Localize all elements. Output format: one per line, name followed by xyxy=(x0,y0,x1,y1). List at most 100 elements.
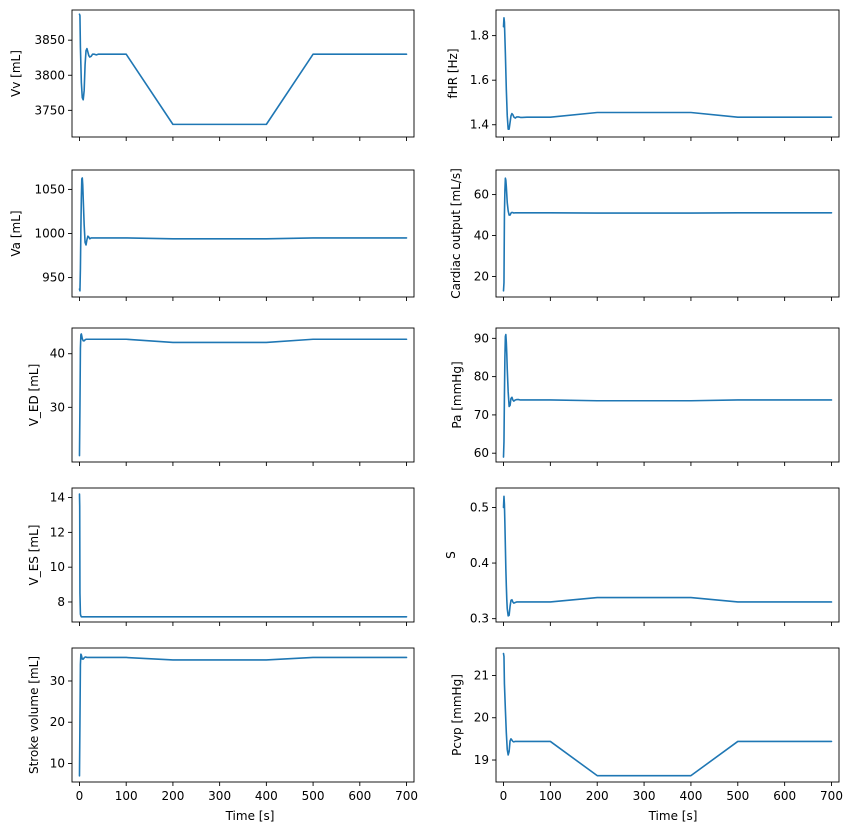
axes-frame xyxy=(71,327,415,463)
ticks: 1.4 1.6 1.8 xyxy=(470,29,832,141)
y-tick-label: 30 xyxy=(50,400,65,414)
y-tick-label: 60 xyxy=(474,446,489,460)
y-tick-label: 90 xyxy=(474,331,489,345)
axes-frame xyxy=(495,487,840,623)
y-tick-label: 20 xyxy=(50,715,65,729)
y-axis-label: Pa [mmHg] xyxy=(450,361,464,428)
x-tick-label: 300 xyxy=(208,789,231,803)
series-line xyxy=(78,13,408,126)
x-axis-label: Time [s] xyxy=(648,809,698,823)
ticks: 0 100 200 300 400 500 600 700 10 20 30 xyxy=(50,674,418,803)
y-axis-label: Stroke volume [mL] xyxy=(27,656,41,774)
y-tick-label: 80 xyxy=(474,370,489,384)
y-axis-label: Cardiac output [mL/s] xyxy=(449,168,463,299)
series-line xyxy=(78,653,408,777)
y-tick-label: 3850 xyxy=(34,33,65,47)
ticks: 60 70 80 90 xyxy=(474,331,832,466)
y-tick-label: 60 xyxy=(474,188,489,202)
y-tick-label: 30 xyxy=(50,674,65,688)
x-tick-label: 100 xyxy=(115,789,138,803)
y-tick-label: 1.8 xyxy=(470,29,489,43)
y-tick-label: 1.4 xyxy=(470,118,489,132)
x-tick-label: 100 xyxy=(539,789,562,803)
x-tick-label: 0 xyxy=(76,789,84,803)
x-tick-label: 200 xyxy=(161,789,184,803)
x-tick-label: 600 xyxy=(773,789,796,803)
y-tick-label: 20 xyxy=(474,711,489,725)
axes-frame xyxy=(495,9,840,138)
panel-vv: 3750 3800 3850 Vv [mL] xyxy=(9,9,415,141)
y-tick-label: 40 xyxy=(50,347,65,361)
series-line xyxy=(502,333,833,458)
y-tick-label: 1.6 xyxy=(470,73,489,87)
panel-stroke-volume: 0 100 200 300 400 500 600 700 10 20 30 Stroke volu… xyxy=(27,647,418,823)
series-line xyxy=(78,493,408,618)
y-tick-label: 19 xyxy=(474,753,489,767)
y-tick-label: 0.5 xyxy=(470,500,489,514)
ticks: 8 10 12 14 xyxy=(50,491,407,626)
y-tick-label: 14 xyxy=(50,491,65,505)
panel-va: 950 1000 1050 Va [mL] xyxy=(9,169,415,301)
axes-frame xyxy=(71,647,415,783)
y-tick-label: 1050 xyxy=(34,182,65,196)
x-tick-label: 0 xyxy=(500,789,508,803)
y-axis-label: S xyxy=(444,551,458,559)
axes-frame xyxy=(71,487,415,623)
x-tick-label: 500 xyxy=(302,789,325,803)
y-tick-label: 70 xyxy=(474,408,489,422)
y-axis-label: fHR [Hz] xyxy=(446,48,460,98)
series-line xyxy=(78,177,408,292)
series-line xyxy=(502,177,833,292)
panel-s: 0.3 0.4 0.5 S xyxy=(444,487,840,626)
axes-frame xyxy=(495,169,840,298)
y-tick-label: 21 xyxy=(474,668,489,682)
series-line xyxy=(502,495,833,617)
x-tick-label: 700 xyxy=(820,789,843,803)
panel-pcvp: 0 100 200 300 400 500 600 700 19 20 21 Pcvp [mmHg]… xyxy=(450,647,843,823)
y-axis-label: V_ES [mL] xyxy=(27,525,41,586)
y-tick-label: 8 xyxy=(57,595,65,609)
y-axis-label: V_ED [mL] xyxy=(27,364,41,427)
series-line xyxy=(502,652,833,777)
panel-v-es: 8 10 12 14 V_ES [mL] xyxy=(27,487,415,626)
ticks: 30 40 xyxy=(50,347,407,466)
x-axis-label: Time [s] xyxy=(225,809,275,823)
y-tick-label: 1000 xyxy=(34,227,65,241)
x-tick-label: 300 xyxy=(633,789,656,803)
y-axis-label: Vv [mL] xyxy=(9,50,23,97)
ticks: 20 40 60 xyxy=(474,188,832,301)
y-tick-label: 10 xyxy=(50,560,65,574)
panel-fhr: 1.4 1.6 1.8 fHR [Hz] xyxy=(446,9,840,141)
panel-pa: 60 70 80 90 Pa [mmHg] xyxy=(450,327,840,466)
y-tick-label: 20 xyxy=(474,270,489,284)
y-tick-label: 0.3 xyxy=(470,612,489,626)
y-tick-label: 0.4 xyxy=(470,556,489,570)
ticks: 0.3 0.4 0.5 xyxy=(470,500,832,626)
ticks: 0 100 200 300 400 500 600 700 19 20 21 xyxy=(474,668,843,803)
y-tick-label: 3750 xyxy=(34,103,65,117)
x-tick-label: 200 xyxy=(586,789,609,803)
axes-frame xyxy=(71,169,415,298)
ticks: 950 1000 1050 xyxy=(34,182,407,301)
x-tick-label: 700 xyxy=(395,789,418,803)
y-tick-label: 40 xyxy=(474,229,489,243)
x-tick-label: 400 xyxy=(679,789,702,803)
ticks: 3750 3800 3850 xyxy=(34,33,407,141)
panel-v-ed: 30 40 V_ED [mL] xyxy=(27,327,415,466)
y-tick-label: 10 xyxy=(50,756,65,770)
y-axis-label: Va [mL] xyxy=(9,210,23,256)
y-axis-label: Pcvp [mmHg] xyxy=(450,674,464,756)
x-tick-label: 400 xyxy=(255,789,278,803)
series-line xyxy=(502,17,833,130)
axes-frame xyxy=(495,327,840,463)
x-tick-label: 500 xyxy=(726,789,749,803)
axes-frame xyxy=(71,9,415,138)
axes-frame xyxy=(495,647,840,783)
x-tick-label: 600 xyxy=(348,789,371,803)
y-tick-label: 3800 xyxy=(34,68,65,82)
y-tick-label: 950 xyxy=(42,271,65,285)
series-line xyxy=(78,333,408,457)
y-tick-label: 12 xyxy=(50,525,65,539)
panel-cardiac-output: 20 40 60 Cardiac output [mL/s] xyxy=(449,168,840,301)
